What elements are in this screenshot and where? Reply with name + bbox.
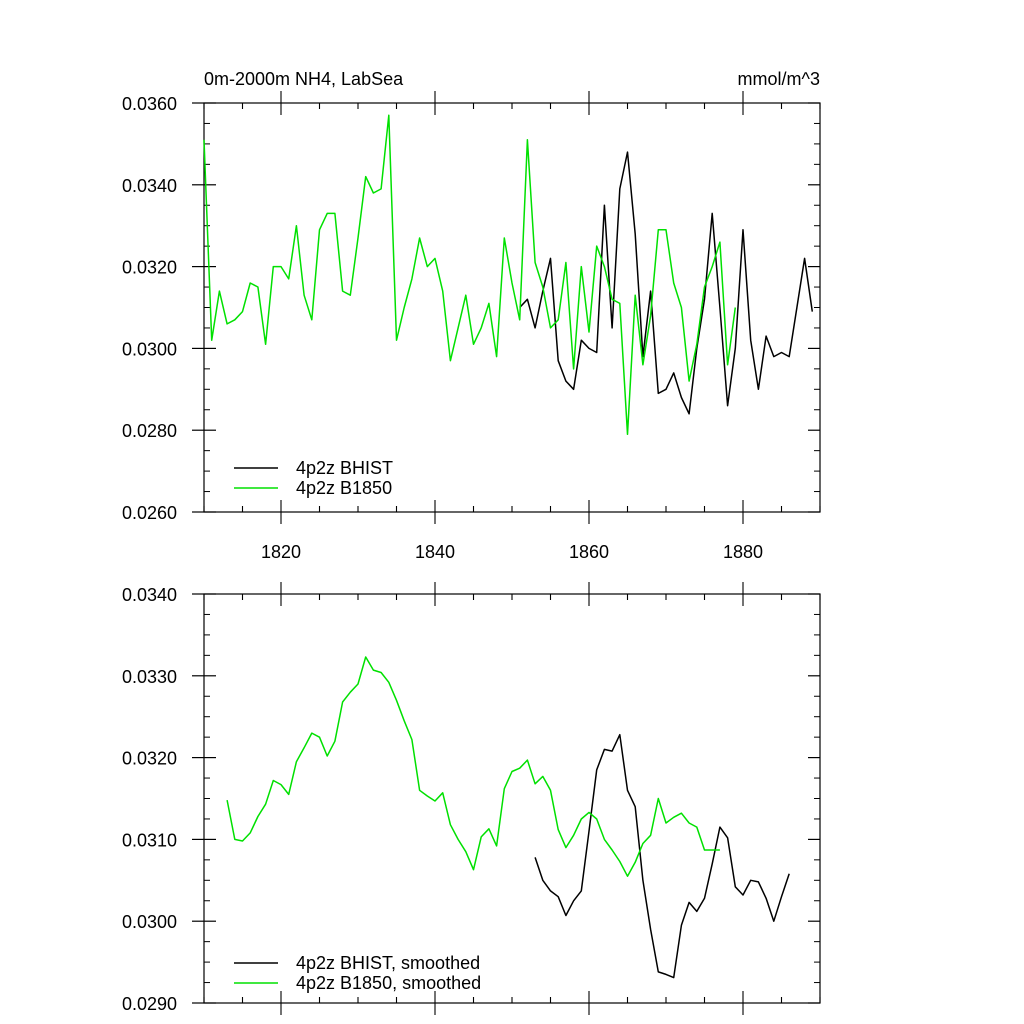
y-tick-label: 0.0310 — [122, 830, 177, 850]
legend-label: 4p2z BHIST — [296, 458, 393, 478]
tick-group-top: 0.0260 0.0280 0.0300 0.0320 0.0340 0.0360 1820… — [122, 91, 821, 562]
series-line-1 — [203, 114, 737, 436]
y-tick-label: 0.0300 — [122, 912, 177, 932]
chart-top: 0m-2000m NH4, LabSea mmol/m^3 0.02600.02… — [122, 69, 821, 562]
y-tick-label: 0.0320 — [122, 749, 177, 769]
y-tick-label: 0.0260 — [122, 503, 177, 523]
x-tick-label: 1820 — [261, 542, 301, 562]
tick-group-bottom: 0.0290 0.0300 0.0310 0.0320 0.0330 0.0340 — [122, 582, 821, 1015]
plot-frame-top — [203, 102, 821, 513]
plot-frame-bottom — [203, 593, 821, 1004]
y-tick-label: 0.0360 — [122, 94, 177, 114]
legend-label: 4p2z B1850, smoothed — [296, 973, 481, 993]
series-line-1 — [226, 656, 720, 877]
y-tick-label: 0.0320 — [122, 258, 177, 278]
chart-bottom: 0.0290 0.0300 0.0310 0.0320 0.0330 0.0340 4p2… — [122, 582, 821, 1015]
x-tick-label: 1840 — [415, 542, 455, 562]
series-group-top — [203, 114, 814, 436]
series-line-0 — [519, 151, 814, 415]
series-group-bottom — [226, 656, 790, 979]
y-tick-label: 0.0330 — [122, 667, 177, 687]
chart-title: 0m-2000m NH4, LabSea — [204, 69, 404, 89]
series-line-0 — [534, 733, 790, 979]
x-tick-label: 1880 — [723, 542, 763, 562]
y-tick-label: 0.0280 — [122, 421, 177, 441]
y-tick-label: 0.0340 — [122, 585, 177, 605]
legend-label: 4p2z B1850 — [296, 478, 392, 498]
legend-label: 4p2z BHIST, smoothed — [296, 953, 480, 973]
y-tick-label: 0.0290 — [122, 994, 177, 1014]
x-tick-label: 1860 — [569, 542, 609, 562]
y-tick-label: 0.0340 — [122, 176, 177, 196]
chart-units: mmol/m^3 — [738, 69, 820, 89]
y-tick-label: 0.0300 — [122, 339, 177, 359]
